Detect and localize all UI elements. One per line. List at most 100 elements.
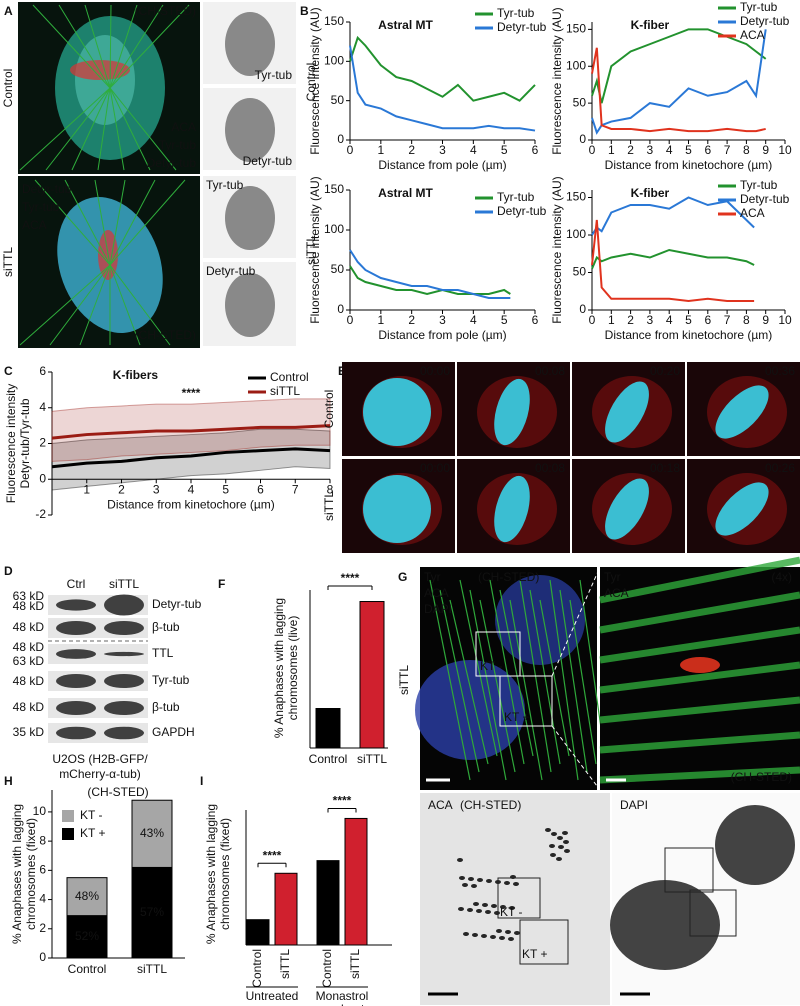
blot-band: [104, 651, 144, 657]
channel-label: ACA: [22, 218, 47, 232]
y-axis-label: % Anaphases with lagging: [204, 804, 218, 944]
x-axis-label: Distance from kinetochore (µm): [107, 497, 275, 511]
y-tick-label: 50: [573, 265, 587, 279]
x-tick-label: 5: [685, 143, 692, 157]
channel-label: Tyr: [604, 570, 621, 584]
blot-band: [104, 621, 144, 635]
timestamp: 00:08: [535, 461, 565, 475]
kt-label: KT +: [522, 947, 547, 961]
data-line: [591, 29, 767, 135]
chart-title: K-fibers: [113, 368, 159, 382]
channel-label: Tyr-tub: [22, 200, 60, 214]
band-label: β-tub: [152, 700, 180, 714]
zoom-line: [551, 566, 601, 677]
row-label: Control: [1, 69, 15, 108]
chromatin: [715, 482, 769, 536]
y-tick-label: 0: [39, 950, 46, 964]
x-tick-label: 8: [327, 482, 334, 496]
group-label: Untreated: [246, 989, 299, 1003]
band-label: GAPDH: [152, 725, 195, 739]
x-tick-label: 2: [408, 313, 415, 327]
band-label: Detyr-tub: [152, 597, 202, 611]
kinetochore: [473, 902, 479, 906]
y-tick-label: 150: [324, 14, 344, 28]
subtitle: (CH-STED): [87, 785, 148, 799]
data-line: [591, 28, 767, 104]
microtubule: [109, 179, 126, 266]
channel-label: DAPI: [424, 602, 452, 616]
y-tick-label: 4: [39, 400, 46, 414]
kinetochore: [468, 877, 474, 881]
y-axis-label: Fluorescence intensity (AU): [550, 7, 564, 154]
y-tick-label: 0: [337, 132, 344, 146]
y-tick-label: 150: [566, 22, 586, 36]
timestamp: 00:36: [765, 364, 795, 378]
microtubule: [429, 579, 471, 781]
microtubule: [569, 599, 597, 765]
kd-label: 48 kD: [13, 599, 45, 613]
kinetochore: [558, 845, 564, 849]
legend-label: Tyr-tub: [740, 0, 778, 14]
significance: ****: [341, 571, 360, 585]
blot-band: [56, 599, 96, 611]
x-tick-label: 8: [743, 313, 750, 327]
bar: [344, 817, 368, 946]
y-axis-label: Fluorescence intensity (AU): [308, 176, 322, 323]
y-tick-label: 150: [324, 182, 344, 196]
x-tick-label: 2: [118, 482, 125, 496]
x-tick-label: 2: [408, 143, 415, 157]
channel-label: ACA: [171, 120, 196, 134]
microtubule: [469, 589, 507, 781]
x-tick-label: siTTL: [137, 962, 167, 976]
x-tick-label: 4: [470, 313, 477, 327]
kinetochore: [550, 853, 556, 857]
x-tick-label: 0: [589, 313, 596, 327]
inset-label: Detyr-tub: [206, 264, 256, 278]
y-tick-label: 0: [337, 302, 344, 316]
x-tick-label: 0: [589, 143, 596, 157]
blot-band: [104, 594, 144, 616]
x-tick-label: 1: [377, 313, 384, 327]
microtubule: [479, 599, 516, 773]
segment-label: 48%: [75, 889, 99, 903]
blot-band: [56, 649, 96, 659]
kinetochore: [482, 903, 488, 907]
x-tick-label: 3: [647, 143, 654, 157]
timestamp: 00:00: [420, 364, 450, 378]
microtubule: [599, 591, 800, 634]
kinetochore: [514, 931, 520, 935]
chromatin: [363, 378, 431, 446]
kinetochore: [457, 858, 463, 862]
x-tick-label: 0: [347, 143, 354, 157]
chromatin: [715, 385, 769, 439]
band-label: Tyr-tub: [152, 673, 190, 687]
microtubule: [109, 87, 151, 171]
microtubule: [109, 4, 138, 89]
legend-label: Detyr-tub: [740, 192, 790, 206]
bar: [316, 860, 340, 946]
x-tick-label: 6: [704, 313, 711, 327]
inset-label: Tyr-tub: [255, 68, 293, 82]
x-axis-label: Distance from pole (µm): [378, 158, 506, 172]
data-line: [51, 447, 331, 469]
bar: [274, 872, 298, 946]
microtubule: [599, 766, 800, 784]
x-tick-label: 5: [501, 143, 508, 157]
microtubule: [599, 731, 800, 754]
x-tick-label: 7: [292, 482, 299, 496]
method-label: (CH-STED): [731, 770, 792, 784]
y-tick-label: 0: [579, 302, 586, 316]
y-tick-label: 100: [324, 222, 344, 236]
data-line: [349, 265, 511, 296]
microtubule: [489, 579, 525, 765]
chromatin: [363, 475, 431, 543]
x-tick-label: 6: [532, 143, 539, 157]
kinetochore: [557, 836, 563, 840]
kinetochore: [551, 832, 557, 836]
legend-label: ACA: [740, 206, 765, 220]
kinetochore: [472, 933, 478, 937]
x-tick-label: Control: [68, 962, 107, 976]
segment-label: 43%: [140, 826, 164, 840]
